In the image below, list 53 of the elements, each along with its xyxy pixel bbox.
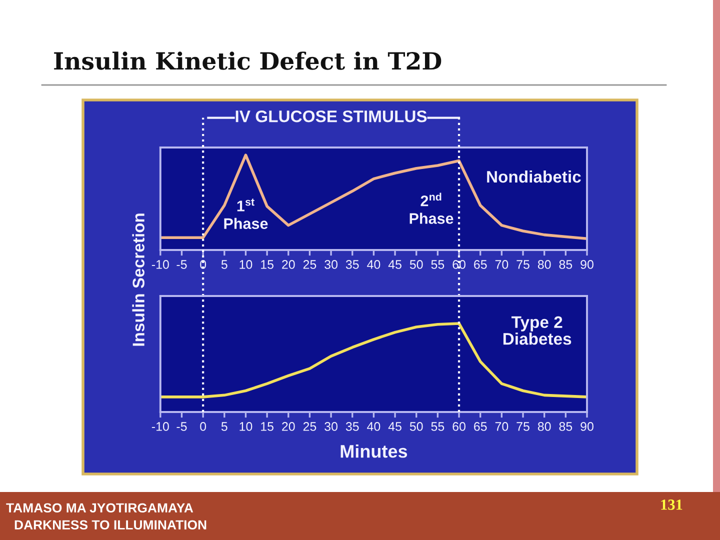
x-tick-label: 40 [367, 260, 380, 269]
x-tick-label: 35 [346, 422, 359, 431]
x-tick-label: 80 [538, 422, 551, 431]
x-tick-label: 65 [474, 422, 487, 431]
x-tick-label: -10 [152, 260, 169, 269]
annotation: 1$^{st}$ Phase [224, 198, 268, 230]
x-tick-label: 25 [303, 260, 316, 269]
x-tick-label: 25 [303, 422, 316, 431]
x-tick-label: 50 [410, 422, 423, 431]
x-axis-title: Minutes [340, 444, 408, 458]
x-tick-label: 45 [388, 260, 402, 269]
x-tick-label: 10 [240, 422, 252, 431]
x-tick-label: 30 [324, 422, 338, 431]
x-tick-label: 55 [431, 260, 444, 269]
x-tick-label: 85 [559, 260, 572, 269]
x-tick-label: 50 [410, 260, 423, 269]
x-tick-label: 0 [200, 422, 206, 431]
x-tick-label: 70 [495, 422, 508, 431]
x-tick-label: -10 [152, 422, 169, 431]
x-tick-label: 85 [559, 422, 572, 431]
x-tick-label: 15 [261, 260, 274, 269]
x-tick-label: 75 [516, 422, 530, 431]
text: 131 [661, 500, 682, 510]
x-tick-label: 60 [452, 422, 466, 431]
x-tick-label: 80 [538, 260, 551, 269]
x-tick-label: 65 [474, 260, 487, 269]
x-tick-label: 15 [261, 422, 274, 431]
text: IV GLUCOSE STIMULUS [236, 110, 427, 122]
x-tick-label: 5 [221, 422, 228, 431]
x-tick-label: 20 [282, 422, 295, 431]
text: TAMASO MA JYOTIRGAMAYA [6, 503, 194, 513]
x-tick-label: 90 [580, 260, 594, 269]
x-tick-label: 60 [452, 260, 466, 269]
x-tick-label: 40 [367, 422, 380, 431]
x-tick-label: 75 [516, 260, 530, 269]
annotation: 2$^{nd}$ Phase [410, 192, 454, 224]
x-tick-label: -5 [176, 260, 187, 269]
series-label: Type 2 Diabetes [503, 316, 572, 345]
x-tick-label: 45 [388, 422, 402, 431]
x-tick-label: 70 [495, 260, 508, 269]
x-tick-label: 30 [324, 260, 338, 269]
y-axis-title: Insulin Secretion [132, 214, 144, 346]
x-tick-label: 10 [240, 260, 252, 269]
series-label: Nondiabetic [487, 170, 581, 183]
x-tick-label: 90 [580, 422, 594, 431]
text: DARKNESS TO ILLUMINATION [14, 520, 206, 530]
x-tick-label: 5 [221, 260, 228, 269]
x-tick-label: 0 [200, 260, 206, 269]
x-tick-label: 20 [282, 260, 295, 269]
chart-title: Insulin Kinetic Defect in T2D [54, 52, 442, 70]
x-tick-label: 55 [431, 422, 444, 431]
x-tick-label: 35 [346, 260, 359, 269]
x-tick-label: -5 [176, 422, 187, 431]
